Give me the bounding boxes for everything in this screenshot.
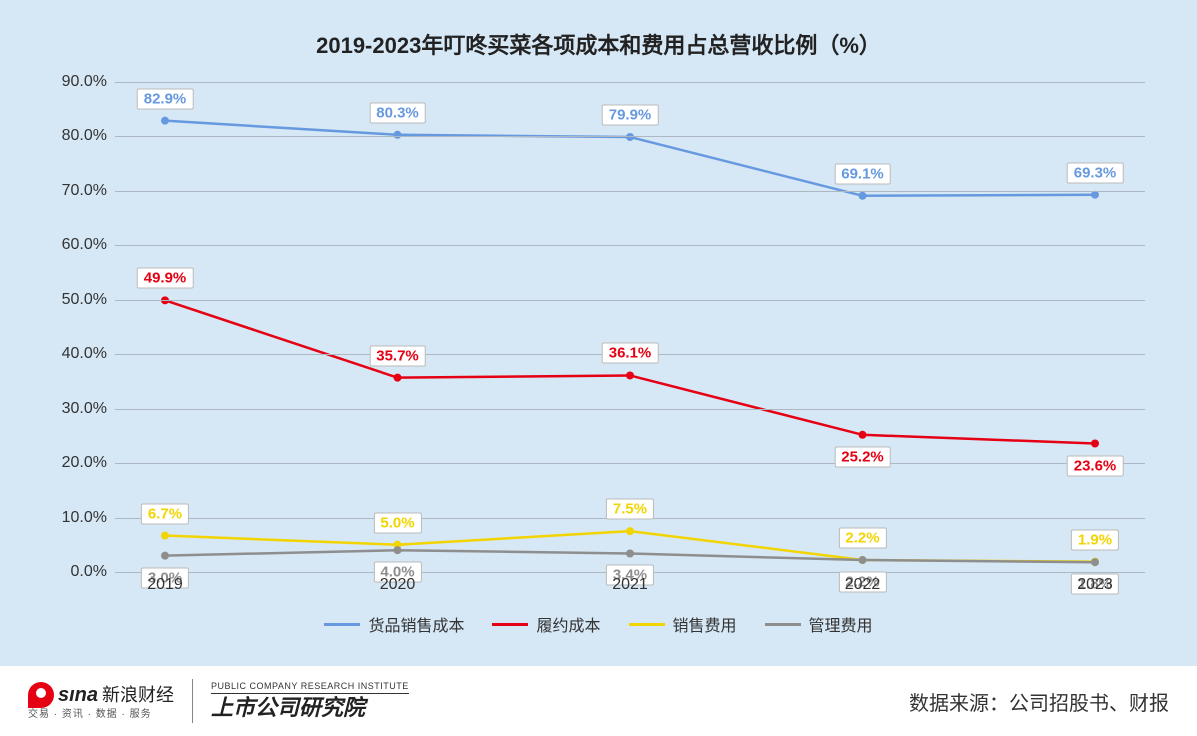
legend-item: 货品销售成本 (324, 612, 464, 636)
data-label: 80.3% (369, 102, 426, 123)
institute-en: PUBLIC COMPANY RESEARCH INSTITUTE (211, 682, 409, 694)
gridline (115, 245, 1145, 246)
y-axis-label: 0.0% (37, 563, 107, 581)
legend-item: 管理费用 (765, 612, 873, 636)
data-label: 1.9% (1071, 529, 1119, 550)
legend-swatch (629, 623, 665, 626)
y-axis-label: 60.0% (37, 236, 107, 254)
sina-sub-text: 交易 · 资讯 · 数据 · 服务 (28, 710, 174, 720)
data-label: 35.7% (369, 345, 426, 366)
x-axis-label: 2023 (1077, 576, 1113, 594)
data-label: 36.1% (602, 343, 659, 364)
plot-area: 82.9% 80.3% 79.9% 69.1% 69.3% 49.9% 35.7% 36.1%… (115, 82, 1145, 572)
gridline (115, 82, 1145, 83)
data-label: 69.3% (1067, 162, 1124, 183)
footer-left: sına 新浪财经 交易 · 资讯 · 数据 · 服务 PUBLIC COMPA… (28, 679, 409, 723)
legend-item: 履约成本 (492, 612, 600, 636)
footer-divider (192, 679, 193, 723)
data-label: 6.7% (141, 503, 189, 524)
gridline (115, 136, 1145, 137)
data-label: 23.6% (1067, 455, 1124, 476)
y-axis-label: 20.0% (37, 454, 107, 472)
y-axis-label: 30.0% (37, 400, 107, 418)
y-axis-label: 50.0% (37, 291, 107, 309)
y-axis-label: 40.0% (37, 345, 107, 363)
sina-cn-text: 新浪财经 (102, 686, 174, 704)
data-label: 82.9% (137, 88, 194, 109)
gridline (115, 463, 1145, 464)
legend-label: 履约成本 (536, 612, 600, 636)
data-label: 69.1% (834, 163, 891, 184)
x-axis-label: 2022 (845, 576, 881, 594)
y-axis-label: 70.0% (37, 182, 107, 200)
sina-eye-icon (28, 682, 54, 708)
y-axis-label: 10.0% (37, 509, 107, 527)
y-axis-label: 80.0% (37, 127, 107, 145)
gridline (115, 409, 1145, 410)
institute-cn: 上市公司研究院 (211, 696, 409, 720)
x-axis-label: 2020 (380, 576, 416, 594)
sina-brand-text: sına (58, 685, 98, 705)
data-label: 25.2% (834, 446, 891, 467)
data-label: 79.9% (602, 104, 659, 125)
x-axis-label: 2019 (147, 576, 183, 594)
legend-label: 管理费用 (809, 612, 873, 636)
legend-item: 销售费用 (629, 612, 737, 636)
sina-logo: sına 新浪财经 交易 · 资讯 · 数据 · 服务 (28, 682, 174, 720)
chart-container: 2019-2023年叮咚买菜各项成本和费用占总营收比例（%） 82.9% 80.3… (0, 0, 1197, 736)
data-label: 2.2% (838, 528, 886, 549)
chart-title: 2019-2023年叮咚买菜各项成本和费用占总营收比例（%） (0, 0, 1197, 70)
data-label: 7.5% (606, 499, 654, 520)
gridline (115, 191, 1145, 192)
data-label: 49.9% (137, 268, 194, 289)
institute-logo: PUBLIC COMPANY RESEARCH INSTITUTE 上市公司研究… (211, 682, 409, 720)
footer: sına 新浪财经 交易 · 资讯 · 数据 · 服务 PUBLIC COMPA… (0, 666, 1197, 736)
y-axis-label: 90.0% (37, 73, 107, 91)
legend-swatch (492, 623, 528, 626)
legend-swatch (765, 623, 801, 626)
legend: 货品销售成本 履约成本 销售费用 管理费用 (0, 612, 1197, 636)
legend-swatch (324, 623, 360, 626)
gridline (115, 300, 1145, 301)
data-label: 5.0% (373, 512, 421, 533)
x-axis-label: 2021 (612, 576, 648, 594)
data-source: 数据来源：公司招股书、财报 (909, 687, 1169, 716)
legend-label: 销售费用 (673, 612, 737, 636)
legend-label: 货品销售成本 (368, 612, 464, 636)
